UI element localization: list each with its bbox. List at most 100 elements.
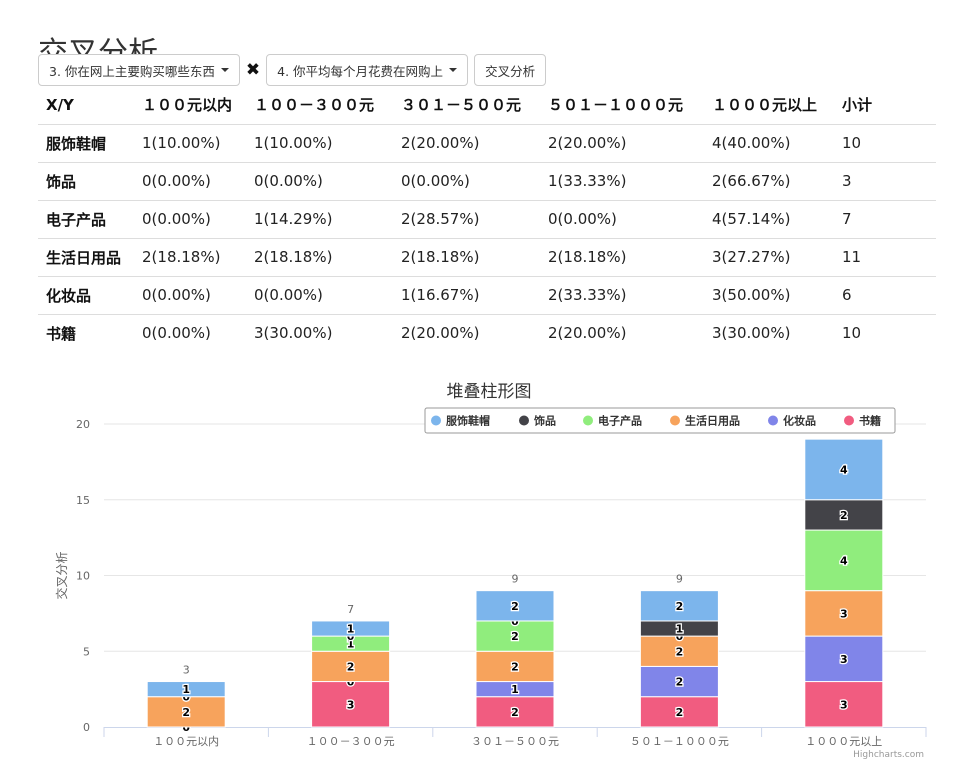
stack-total-label: 3: [183, 664, 190, 677]
table-row: 生活日用品 2(18.18%) 2(18.18%) 2(18.18%) 2(18…: [38, 237, 936, 276]
table-cell: 0(0.00%): [134, 161, 246, 200]
legend-marker: [519, 415, 529, 426]
x-tick-label: １００－３００元: [307, 735, 395, 748]
x-variable-label: 3. 你在网上主要购买哪些东西: [49, 63, 215, 79]
table-cell: 2(33.33%): [540, 275, 704, 314]
table-row: 化妆品 0(0.00%) 0(0.00%) 1(16.67%) 2(33.33%…: [38, 275, 936, 314]
table-cell: 2(20.00%): [540, 313, 704, 352]
data-label: 1: [182, 683, 190, 696]
legend-marker: [431, 415, 441, 426]
legend-box: [424, 407, 896, 434]
y-tick-label: 15: [76, 494, 90, 507]
y-tick-label: 0: [83, 721, 90, 734]
stack-total-label: 9: [676, 573, 683, 586]
y-tick-label: 5: [83, 645, 90, 658]
legend-item: 饰品: [534, 414, 556, 428]
table-cell: 1(16.67%): [393, 275, 540, 314]
table-cell: 1(14.29%): [246, 199, 393, 238]
data-label: 2: [347, 660, 355, 673]
table-cell: 10: [834, 313, 936, 352]
data-label: 2: [676, 706, 684, 719]
header-cell: 小计: [842, 96, 873, 115]
data-label: 2: [676, 600, 684, 613]
bar-segment: [475, 590, 555, 622]
header-cell: ３０１－５００元: [401, 96, 522, 115]
table-row: 书籍 0(0.00%) 3(30.00%) 2(20.00%) 2(20.00%…: [38, 313, 936, 352]
data-label: 2: [182, 706, 190, 719]
table-cell: 0(0.00%): [134, 199, 246, 238]
table-cell: 3(50.00%): [704, 275, 834, 314]
table-cell: 10: [834, 123, 936, 162]
legend-item: 书籍: [859, 414, 881, 428]
bar-segment: [804, 590, 884, 637]
table-cell: 2(18.18%): [540, 237, 704, 276]
bar-segment: [639, 696, 719, 728]
table-cell: 2(66.67%): [704, 161, 834, 200]
data-label: 2: [511, 630, 519, 643]
row-label: 电子产品: [38, 199, 134, 238]
x-tick-label: １０００元以上: [805, 735, 882, 748]
row-label: 化妆品: [38, 275, 134, 314]
table-cell: 4(57.14%): [704, 199, 834, 238]
caret-down-icon: [449, 68, 458, 72]
table-cell: 0(0.00%): [134, 313, 246, 352]
table-cell: 2(20.00%): [393, 123, 540, 162]
row-label: 书籍: [38, 313, 134, 352]
cross-analysis-button[interactable]: 交叉分析: [474, 54, 547, 86]
row-label: 服饰鞋帽: [38, 123, 134, 162]
data-label: 1: [511, 683, 519, 696]
header-cell: ５０１－１０００元: [548, 96, 684, 115]
table-cell: 2(28.57%): [393, 199, 540, 238]
x-tick-label: ３０１－５００元: [471, 735, 559, 748]
table-cell: 11: [834, 237, 936, 276]
table-cell: 2(18.18%): [246, 237, 393, 276]
data-label: 1: [347, 638, 355, 651]
data-label: 3: [840, 698, 848, 711]
data-label: 2: [511, 706, 519, 719]
data-label: 3: [840, 607, 848, 620]
table-cell: 6: [834, 275, 936, 314]
data-label: 1: [676, 623, 684, 636]
header-cell: X/Y: [46, 95, 74, 114]
table-cell: 1(10.00%): [246, 123, 393, 162]
row-label: 生活日用品: [38, 237, 134, 276]
y-tick-label: 20: [76, 418, 90, 431]
table-cell: 0(0.00%): [393, 161, 540, 200]
table-cell: 2(20.00%): [540, 123, 704, 162]
stack-total-label: 9: [512, 573, 519, 586]
bar-segment: [311, 620, 391, 637]
legend-marker: [768, 415, 778, 426]
bar-segment: [804, 635, 884, 683]
stack-total-label: 7: [347, 603, 354, 616]
data-label: 4: [840, 463, 848, 476]
table-row: 服饰鞋帽 1(10.00%) 1(10.00%) 2(20.00%) 2(20.…: [38, 123, 936, 162]
y-axis-title: 交叉分析: [54, 551, 69, 599]
table-cell: 2(20.00%): [393, 313, 540, 352]
table-cell: 0(0.00%): [540, 199, 704, 238]
table-cell: 7: [834, 199, 936, 238]
legend-item: 服饰鞋帽: [446, 414, 490, 428]
cross-icon: ✖: [245, 60, 261, 80]
highcharts-credit: Highcharts.com: [853, 750, 924, 760]
table-cell: 0(0.00%): [134, 275, 246, 314]
bar-segment: [639, 590, 719, 622]
x-variable-dropdown[interactable]: 3. 你在网上主要购买哪些东西: [38, 54, 240, 86]
data-label: 2: [676, 676, 684, 689]
data-label: 3: [840, 653, 848, 666]
caret-down-icon: [220, 68, 229, 72]
chart-title: 堆叠柱形图: [447, 382, 532, 402]
table-cell: 2(18.18%): [134, 237, 246, 276]
table-row: 饰品 0(0.00%) 0(0.00%) 0(0.00%) 1(33.33%) …: [38, 161, 936, 200]
table-cell: 3(30.00%): [704, 313, 834, 352]
data-label: 2: [840, 509, 848, 522]
y-variable-dropdown[interactable]: 4. 你平均每个月花费在网购上: [266, 54, 469, 86]
data-label: 0: [182, 691, 190, 704]
data-label: 0: [182, 691, 190, 704]
legend-marker: [670, 415, 680, 426]
header-cell: １００元以内: [142, 96, 233, 115]
legend-marker: [583, 415, 593, 426]
table-cell: 3: [834, 161, 936, 200]
toolbar: 3. 你在网上主要购买哪些东西 ✖ 4. 你平均每个月花费在网购上 交叉分析: [38, 54, 547, 86]
table-cell: 1(10.00%): [134, 123, 246, 162]
